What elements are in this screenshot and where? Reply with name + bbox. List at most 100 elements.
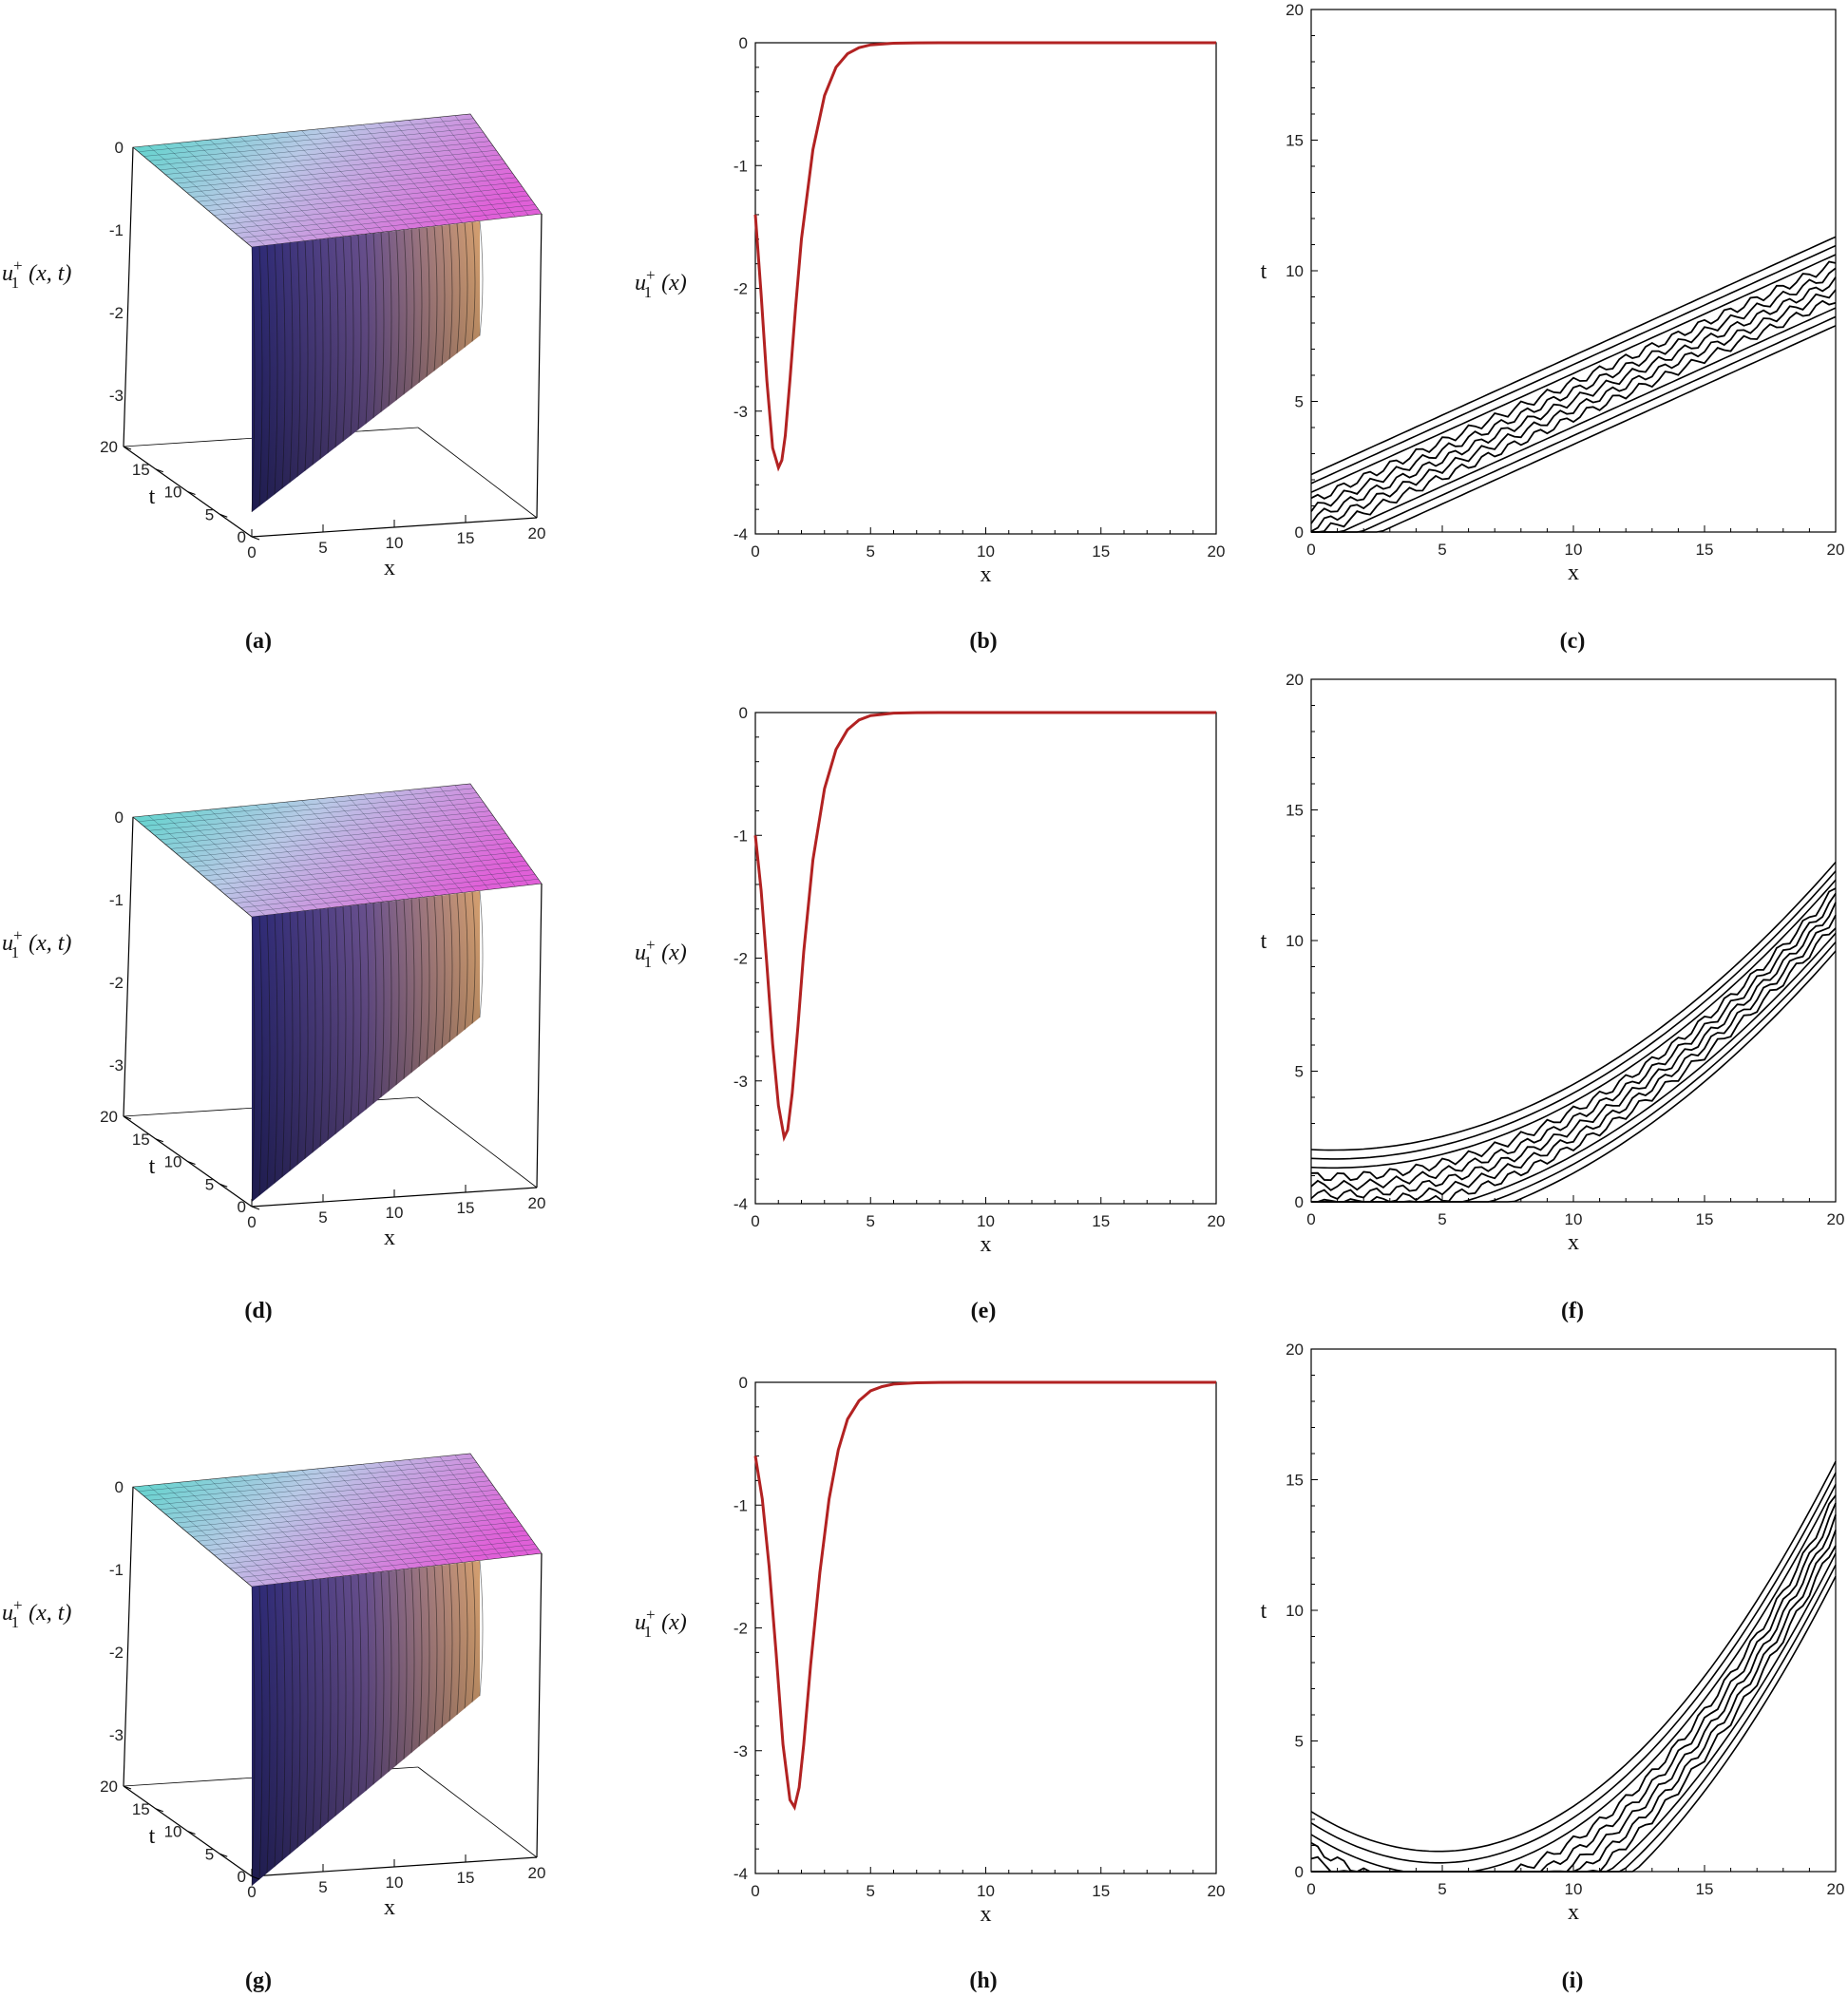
curve-series: [753, 711, 1216, 1143]
mesh-line: [198, 168, 509, 202]
wall-ridge: [441, 225, 446, 366]
wall-ridge: [388, 231, 392, 407]
curve-series: [753, 1380, 1216, 1812]
y-tick-label: -3: [733, 403, 748, 421]
contour-plot-8: 0 5 10 15 20 0 5 10 15 20 x t: [1261, 1341, 1845, 1925]
contour-line: [1310, 1502, 1837, 1873]
z-tick-label: -3: [109, 1056, 124, 1075]
x-tick-label: 0: [247, 543, 256, 561]
t-tick-label: 0: [238, 1198, 246, 1216]
z-tick-label: -1: [109, 1561, 124, 1579]
wall-ridge: [372, 233, 377, 419]
wall-ridge: [441, 895, 446, 1049]
mesh-line: [224, 1530, 525, 1565]
contour-line: [1311, 932, 1837, 1203]
mesh-line: [219, 856, 523, 890]
mesh-line: [240, 204, 536, 238]
t-tick-mark: [219, 1853, 228, 1857]
x-tick-label: 5: [1438, 1880, 1446, 1898]
mesh-line: [240, 1544, 536, 1578]
mesh-line: [332, 1467, 424, 1568]
mesh-line: [214, 181, 520, 216]
wall-ridge: [319, 908, 324, 1147]
t-tick-mark: [123, 1115, 132, 1120]
box-edge: [536, 883, 543, 1189]
t-axis-label: t: [149, 1824, 156, 1849]
mesh-line: [347, 795, 437, 896]
z-tick-label: -3: [109, 1726, 124, 1744]
mesh-line: [214, 1521, 520, 1555]
z-tick-label: 0: [115, 139, 124, 157]
x-tick-label: 0: [751, 1212, 759, 1230]
mesh-line: [377, 1462, 464, 1563]
y-tick-label: 0: [739, 704, 748, 722]
contour-line: [1311, 941, 1837, 1203]
x-tick-label: 10: [977, 1212, 995, 1230]
wall-ridge: [471, 1561, 476, 1702]
y-tick-label: -4: [733, 1865, 748, 1883]
mesh-line: [219, 1526, 523, 1560]
mesh-line: [424, 788, 503, 888]
curve-series: [753, 41, 1216, 472]
wall-ridge: [334, 1577, 339, 1816]
x-tick-label: 15: [1092, 1212, 1110, 1230]
panel-label: (e): [971, 1299, 997, 1323]
mesh-line: [454, 1455, 529, 1555]
wall-ridge: [342, 906, 347, 1129]
x-tick-label: 5: [867, 1212, 875, 1230]
wall-ridge: [464, 1562, 468, 1709]
mesh-line: [192, 163, 506, 198]
y-axis-label: u+ 1 (x): [635, 1606, 687, 1641]
y-tick-label: -3: [733, 1742, 748, 1760]
y-tick-label: 15: [1286, 132, 1304, 150]
t-tick-mark: [123, 1785, 132, 1790]
x-tick-label: 20: [1827, 1880, 1845, 1898]
x-axis-label: x: [981, 1232, 992, 1257]
y-axis-label: t: [1261, 1599, 1267, 1624]
wall-ridge: [258, 1586, 263, 1880]
y-tick-label: 0: [1295, 523, 1304, 542]
mesh-line: [202, 1512, 513, 1547]
contour-line: [1310, 236, 1837, 476]
wall-ridge: [327, 907, 332, 1141]
z-tick-label: -2: [109, 304, 124, 322]
contour-line: [1310, 1472, 1837, 1864]
mesh-line: [316, 128, 410, 230]
wall-ridge: [281, 243, 286, 489]
y-axis-label: t: [1261, 259, 1267, 284]
wall-ridge: [319, 1578, 324, 1830]
y-tick-label: 0: [739, 34, 748, 52]
mesh-line: [246, 878, 539, 913]
contour-line: [1311, 927, 1837, 1203]
x-tick-label: 20: [1208, 1882, 1226, 1900]
t-tick-mark: [219, 1183, 228, 1188]
x-tick-label: 10: [386, 534, 404, 552]
mesh-line: [393, 790, 476, 892]
x-tick-label: 15: [457, 1869, 475, 1887]
x-tick-label: 5: [318, 1878, 327, 1896]
wall-ridge: [258, 916, 263, 1196]
wall-ridge: [380, 902, 385, 1098]
plot-frame: [1310, 678, 1837, 1203]
y-tick-label: -1: [733, 1496, 748, 1514]
x-tick-label: 0: [751, 542, 759, 561]
x-tick-label: 15: [1696, 541, 1714, 559]
wall-ridge: [479, 220, 484, 336]
wall-ridge: [357, 235, 362, 430]
t-tick-label: 15: [132, 461, 150, 479]
y-tick-label: -2: [733, 280, 748, 298]
contour-line: [1311, 1530, 1837, 1873]
t-tick-mark: [187, 1161, 196, 1165]
contour-line: [1310, 870, 1837, 1160]
panel-label: (i): [1562, 1968, 1584, 1993]
x-tick-label: 10: [1565, 541, 1583, 559]
panel-label: (b): [969, 629, 997, 654]
mesh-line: [230, 195, 529, 230]
x-axis-label: x: [384, 1895, 395, 1920]
wall-ridge: [456, 893, 461, 1037]
wall-ridge: [266, 915, 271, 1190]
y-tick-label: -1: [733, 827, 748, 845]
t-tick-label: 10: [164, 1153, 182, 1171]
